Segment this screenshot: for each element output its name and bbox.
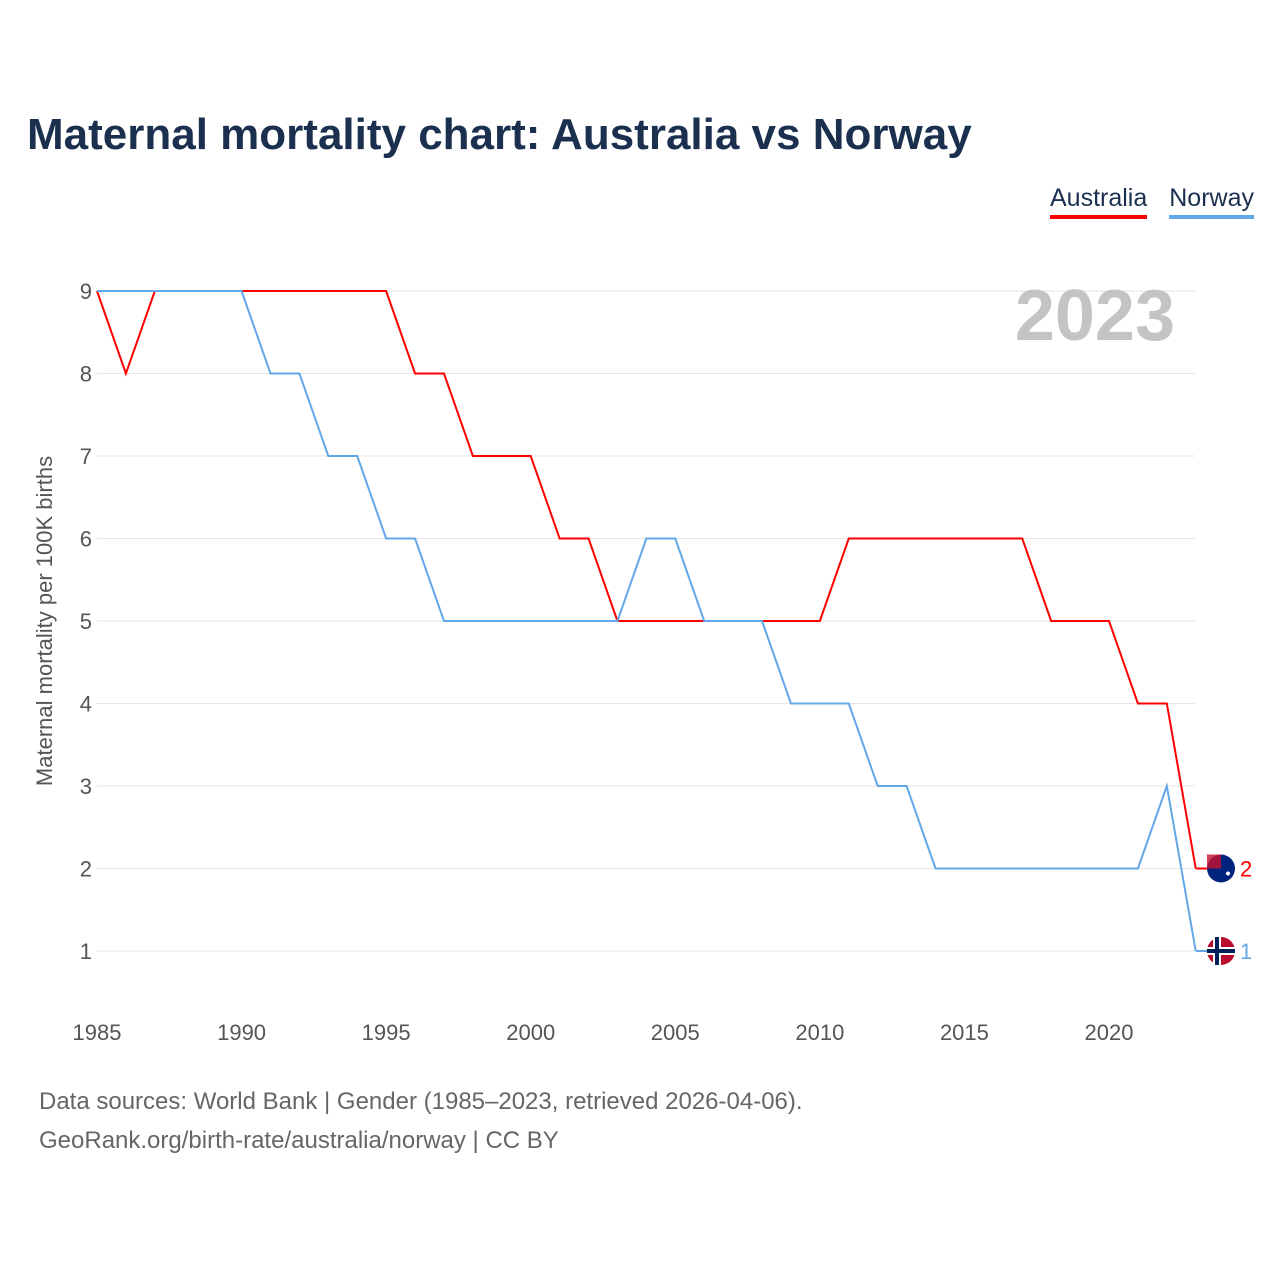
end-value-label: 1 (1240, 939, 1252, 964)
australia-flag-star (1226, 871, 1230, 876)
x-tick-label: 1995 (362, 1020, 411, 1045)
source-url[interactable]: GeoRank.org/birth-rate/australia/norway … (39, 1127, 559, 1154)
y-tick-label: 4 (80, 692, 92, 717)
y-tick-label: 7 (80, 444, 92, 469)
legend-australia[interactable]: Australia (1049, 184, 1148, 219)
y-tick-label: 1 (80, 939, 92, 964)
y-tick-label: 5 (80, 609, 92, 634)
x-tick-label: 2010 (795, 1020, 844, 1045)
legend-norway[interactable]: Norway (1169, 184, 1254, 219)
x-tick-label: 2020 (1085, 1020, 1134, 1045)
x-tick-label: 1990 (217, 1020, 266, 1045)
y-tick-label: 6 (80, 527, 92, 552)
series-line-norway (97, 290, 1197, 952)
legend: Australia Norway (1049, 184, 1254, 219)
x-tick-label: 2005 (651, 1020, 700, 1045)
x-tick-label: 1985 (73, 1020, 122, 1045)
y-tick-label: 9 (80, 279, 92, 304)
series-line-australia (96, 290, 1197, 869)
y-axis-label: Maternal mortality per 100K births (32, 456, 57, 786)
australia-flag-canton (1207, 854, 1221, 869)
source-line: Data sources: World Bank | Gender (1985–… (39, 1088, 803, 1115)
end-value-label: 2 (1240, 857, 1252, 882)
norway-flag-blue-h (1207, 949, 1235, 953)
y-tick-label: 8 (80, 362, 92, 387)
x-tick-label: 2015 (940, 1020, 989, 1045)
x-tick-label: 2000 (506, 1020, 555, 1045)
year-label: 2023 (1015, 276, 1175, 356)
y-tick-label: 3 (80, 774, 92, 799)
norway-flag-blue-v (1215, 937, 1219, 965)
y-tick-label: 2 (80, 857, 92, 882)
chart-title: Maternal mortality chart: Australia vs N… (27, 110, 972, 159)
